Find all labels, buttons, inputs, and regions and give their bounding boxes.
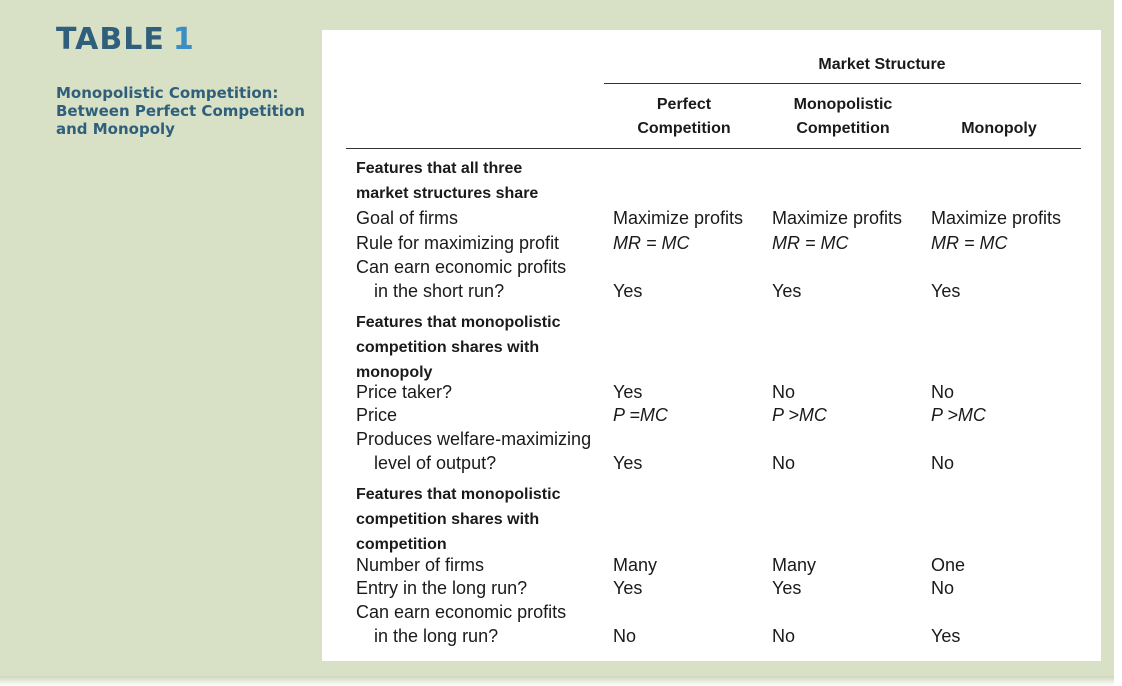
row-label: Number of firms	[356, 555, 485, 575]
column-header-line: Monopoly	[961, 120, 1037, 137]
row-label-continued: level of output?	[374, 453, 497, 473]
section-title-line: Features that monopolistic	[356, 314, 561, 331]
caption-line: Between Perfect Competition	[56, 102, 305, 120]
cell-value: No	[772, 626, 796, 646]
cell-value: MR = MC	[613, 233, 690, 253]
cell-value: No	[931, 578, 955, 598]
cell-value: No	[931, 382, 955, 402]
section-title-line: market structures share	[356, 185, 539, 202]
cell-value: No	[613, 626, 637, 646]
table-label: TABLE	[56, 22, 165, 57]
cell-value: Maximize profits	[613, 208, 744, 228]
cell-value: Maximize profits	[931, 208, 1062, 228]
cell-value: MR = MC	[772, 233, 849, 253]
row-label: Can earn economic profits	[356, 257, 567, 277]
section-title: Features that all three market structure…	[356, 156, 538, 206]
cell-value: MR = MC	[931, 233, 1008, 253]
cell-value: P =MC	[613, 405, 668, 425]
cell-value: Many	[613, 555, 658, 575]
row-label: Can earn economic profits	[356, 602, 567, 622]
column-header-line: Monopolistic	[793, 96, 893, 113]
column-header-line: Competition	[637, 120, 731, 137]
section-title-line: competition shares with	[356, 339, 540, 356]
row-label: Goal of firms	[356, 208, 459, 228]
column-header-line: Competition	[796, 120, 890, 137]
cell-value: P >MC	[772, 405, 827, 425]
cell-value: Yes	[931, 626, 961, 646]
frame-shadow	[0, 676, 1114, 686]
cell-value: Yes	[772, 281, 802, 301]
cell-value: Yes	[613, 578, 643, 598]
row-label-continued: in the short run?	[374, 281, 505, 301]
section-title-line: Features that all three	[356, 160, 523, 177]
column-header-line: Perfect	[656, 96, 712, 113]
table-number: 1	[172, 22, 195, 57]
section-title: Features that monopolistic competition s…	[356, 482, 560, 557]
row-label: Price	[356, 405, 398, 425]
cell-value: Yes	[613, 382, 643, 402]
column-header-monopolistic: Monopolistic Competition	[763, 93, 923, 141]
cell-value: No	[931, 453, 955, 473]
caption-line: Monopolistic Competition:	[56, 84, 279, 102]
table-caption: Monopolistic Competition: Between Perfec…	[56, 84, 316, 138]
caption-line: and Monopoly	[56, 120, 175, 138]
row-label: Entry in the long run?	[356, 578, 528, 598]
header-rule-top	[604, 83, 1081, 84]
row-label: Produces welfare-maximizing	[356, 429, 592, 449]
cell-value: No	[772, 453, 796, 473]
row-label: Price taker?	[356, 382, 453, 402]
cell-value: Yes	[613, 453, 643, 473]
section-title-line: Features that monopolistic	[356, 486, 561, 503]
section-title-line: monopoly	[356, 364, 433, 381]
section-title-line: competition shares with	[356, 511, 540, 528]
table-panel: Market Structure Perfect Competition Mon…	[322, 30, 1101, 661]
frame-edge	[1114, 0, 1122, 686]
header-rule-bottom	[346, 148, 1081, 149]
cell-value: P >MC	[931, 405, 986, 425]
row-label: Rule for maximizing profit	[356, 233, 560, 253]
cell-value: Maximize profits	[772, 208, 903, 228]
table-title: TABLE 1	[56, 22, 195, 57]
column-header-perfect: Perfect Competition	[604, 93, 764, 141]
group-header: Market Structure	[818, 56, 946, 73]
cell-value: Yes	[931, 281, 961, 301]
column-header-line	[919, 93, 1079, 117]
cell-value: Many	[772, 555, 817, 575]
cell-value: No	[772, 382, 796, 402]
row-label-continued: in the long run?	[374, 626, 499, 646]
column-header-monopoly: Monopoly	[919, 93, 1079, 141]
cell-value: One	[931, 555, 966, 575]
section-title: Features that monopolistic competition s…	[356, 310, 560, 385]
cell-value: Yes	[772, 578, 802, 598]
cell-value: Yes	[613, 281, 643, 301]
section-title-line: competition	[356, 536, 447, 553]
